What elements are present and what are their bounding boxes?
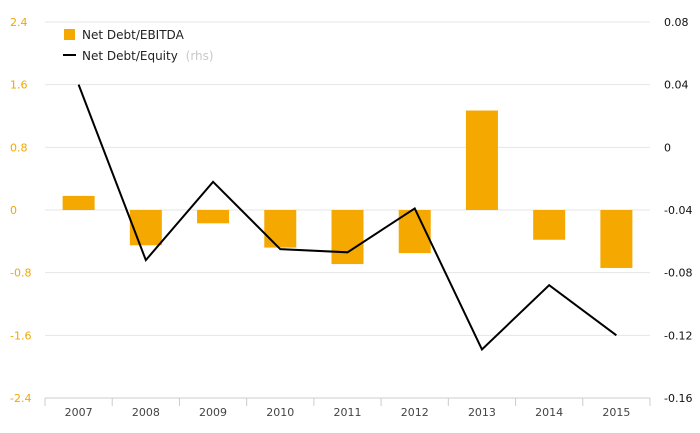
y-right-tick-label: -0.12 [664, 329, 692, 342]
line-series [77, 84, 617, 352]
x-tick-label: 2012 [401, 406, 429, 419]
bar-2010 [264, 210, 297, 248]
y-left-tick-label: 1.6 [10, 79, 28, 92]
bar-2011 [331, 210, 364, 265]
bar-series [62, 110, 633, 268]
legend: Net Debt/EBITDA Net Debt/Equity (rhs) [63, 28, 214, 63]
legend-label-bar: Net Debt/EBITDA [82, 28, 185, 42]
y-right-tick-label: 0.08 [664, 16, 689, 29]
y-right-tick-label: 0.04 [664, 79, 689, 92]
y-right-tick-label: 0 [664, 141, 671, 154]
legend-label-line-suffix: (rhs) [186, 49, 214, 63]
y-left-tick-label: 0.8 [10, 141, 28, 154]
line-net-debt-equity [77, 84, 617, 352]
y-left-tick-label: -2.4 [10, 392, 31, 405]
bar-2008 [129, 210, 162, 246]
y-left-tick-label: -1.6 [10, 329, 31, 342]
x-tick-label: 2007 [65, 406, 93, 419]
y-left-tick-label: -0.8 [10, 267, 31, 280]
bar-2013 [465, 110, 498, 210]
x-tick-label: 2015 [602, 406, 630, 419]
x-tick-label: 2009 [199, 406, 227, 419]
x-tick-label: 2014 [535, 406, 563, 419]
legend-label-line: Net Debt/Equity (rhs) [82, 49, 214, 63]
bar-2007 [62, 195, 95, 210]
y-right-tick-label: -0.16 [664, 392, 692, 405]
x-tick-label: 2013 [468, 406, 496, 419]
x-tick-label: 2010 [266, 406, 294, 419]
y-left-tick-label: 2.4 [10, 16, 28, 29]
legend-swatch-bar [64, 29, 75, 40]
legend-label-line-text: Net Debt/Equity [82, 49, 178, 63]
x-tick-label: 2008 [132, 406, 160, 419]
x-tick-label: 2011 [334, 406, 362, 419]
y-right-tick-label: -0.08 [664, 267, 692, 280]
bar-2015 [600, 210, 633, 268]
y-right-tick-label: -0.04 [664, 204, 692, 217]
axes: 2.4 1.6 0.8 0 -0.8 -1.6 -2.4 0.08 0.04 0 -0.04 -0.0… [10, 16, 692, 419]
bar-2009 [197, 210, 230, 224]
bar-2014 [533, 210, 566, 240]
y-left-tick-label: 0 [10, 204, 17, 217]
